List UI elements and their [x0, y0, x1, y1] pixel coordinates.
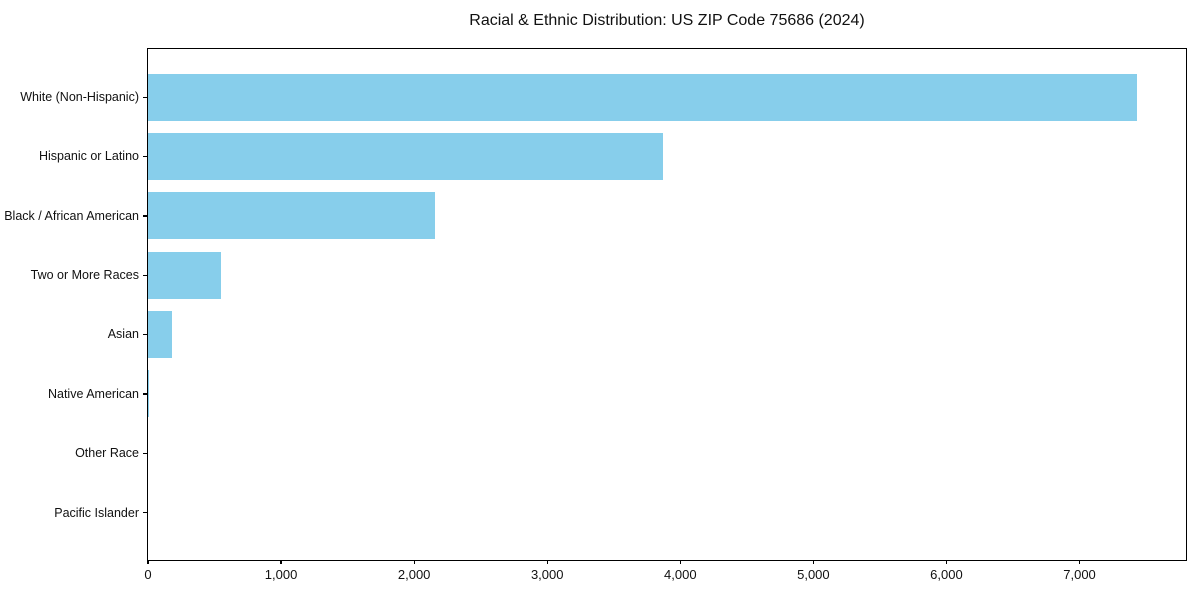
y-axis-label: Hispanic or Latino	[38, 149, 139, 164]
y-axis-tick	[143, 215, 147, 217]
x-axis-tick	[679, 560, 681, 564]
chart-title: Racial & Ethnic Distribution: US ZIP Cod…	[469, 12, 865, 29]
x-axis-tick	[280, 560, 282, 564]
plot-area: White (Non-Hispanic) Hispanic or Latino Bl…	[4, 48, 1187, 582]
x-axis-tick-label: 2,000	[397, 567, 431, 582]
bar-black-african-american	[148, 192, 436, 240]
y-axis-label: Two or More Races	[30, 268, 139, 283]
y-axis-tick	[143, 333, 147, 336]
x-axis-tick-label: 4,000	[664, 567, 697, 582]
x-axis-tick-label: 7,000	[1063, 567, 1096, 582]
x-axis-tick-label: 3,000	[530, 567, 564, 582]
x-axis-tick	[1078, 560, 1081, 564]
bar-two-or-more-races	[148, 251, 222, 299]
x-axis-tick-label: 1,000	[264, 567, 298, 582]
x-axis-tick	[147, 560, 149, 564]
bar-asian	[148, 310, 172, 358]
y-axis-tick	[143, 452, 147, 454]
y-axis-tick	[143, 512, 147, 514]
x-axis-tick-label: 6,000	[930, 567, 963, 582]
x-axis-tick	[413, 560, 415, 564]
x-axis-tick	[546, 560, 548, 564]
y-axis-tick	[143, 155, 147, 158]
y-axis-tick	[143, 274, 147, 276]
bar-white-non-hispanic	[148, 73, 1137, 121]
y-axis-label: Native American	[47, 386, 139, 401]
y-axis-label: White (Non-Hispanic)	[20, 90, 139, 105]
x-axis-tick	[812, 560, 815, 564]
y-axis-label: Other Race	[75, 446, 139, 461]
y-axis-label: Pacific Islander	[54, 505, 139, 520]
y-axis-label: Asian	[107, 327, 139, 342]
x-axis-tick	[945, 560, 948, 564]
x-axis-tick-label: 5,000	[797, 567, 830, 582]
y-axis-label: Black / African American	[4, 208, 139, 223]
x-axis-tick-label: 0	[144, 567, 152, 582]
bar-native-american	[148, 370, 150, 418]
y-axis-tick	[143, 393, 147, 395]
y-axis-tick	[143, 96, 147, 98]
bar-hispanic-or-latino	[148, 132, 663, 180]
